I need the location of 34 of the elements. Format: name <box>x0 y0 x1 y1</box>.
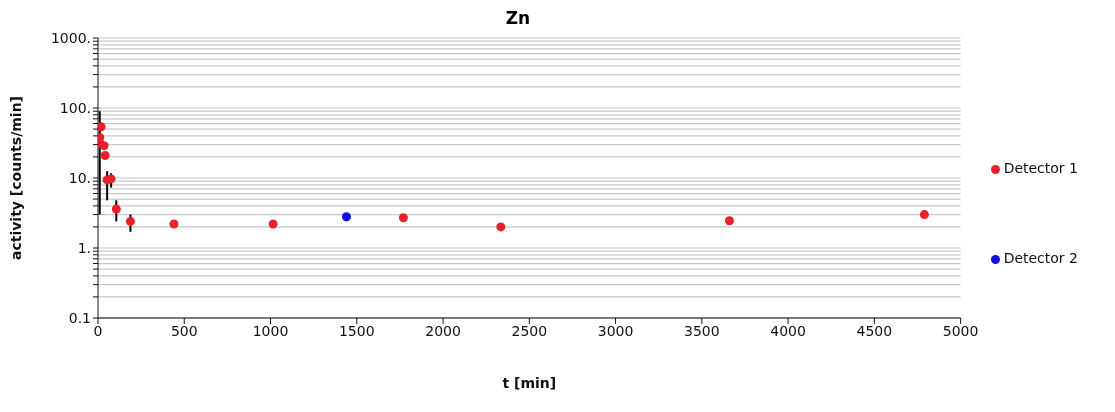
point <box>268 219 278 229</box>
chart-title: Zn <box>504 8 532 28</box>
y-tick-label: 0.1 <box>68 309 91 326</box>
point <box>496 222 506 232</box>
point <box>99 141 109 151</box>
legend-label: Detector 2 <box>1003 250 1078 266</box>
point <box>398 213 408 223</box>
point <box>724 216 734 226</box>
y-tick-label: 100. <box>59 99 91 116</box>
x-tick-label: 4500 <box>856 322 893 339</box>
x-tick-label: 5000 <box>942 322 979 339</box>
point <box>169 219 179 229</box>
x-tick-label: 4000 <box>770 322 806 339</box>
point <box>111 204 121 214</box>
legend-label: Detector 1 <box>1003 160 1078 176</box>
y-axis-title: activity [counts/min] <box>7 96 24 260</box>
x-tick-label: 3500 <box>684 322 720 339</box>
point <box>125 216 135 226</box>
x-tick-label: 2500 <box>511 322 548 339</box>
y-tick-label: 10. <box>68 169 91 186</box>
point <box>341 212 351 222</box>
y-tick-label: 1. <box>77 239 91 256</box>
point <box>106 174 116 184</box>
y-tick-label: 1000. <box>50 29 91 46</box>
point <box>100 150 110 160</box>
x-tick-label: 0 <box>93 322 103 339</box>
x-tick-label: 2000 <box>425 322 461 339</box>
x-axis-title: t [min] <box>502 374 557 391</box>
point <box>98 122 106 132</box>
x-tick-label: 1500 <box>338 322 375 339</box>
x-tick-label: 500 <box>170 322 198 339</box>
point <box>919 210 929 220</box>
x-tick-label: 3000 <box>597 322 634 339</box>
x-tick-label: 1000 <box>252 322 289 339</box>
